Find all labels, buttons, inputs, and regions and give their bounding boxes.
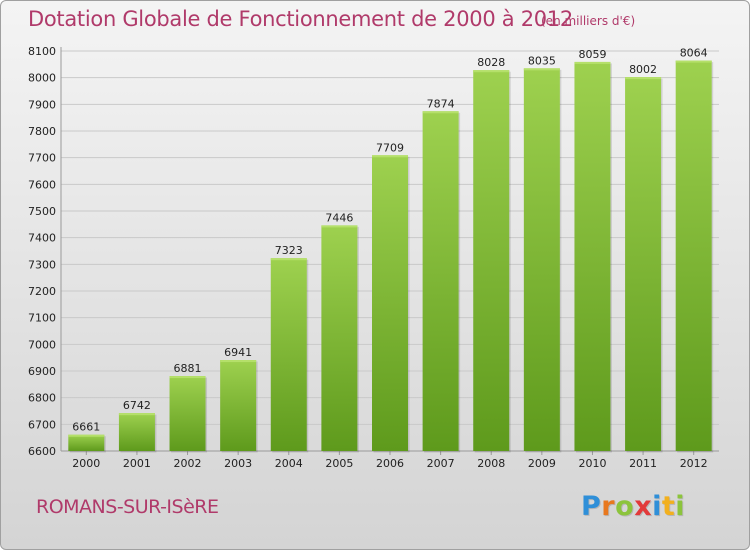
y-tick-label: 8100 <box>28 45 56 58</box>
bar-value-label: 7709 <box>376 141 404 154</box>
bar-highlight <box>574 61 611 64</box>
bar-2010[interactable] <box>574 61 611 451</box>
x-tick-label: 2010 <box>578 457 606 470</box>
x-tick-label: 2005 <box>325 457 353 470</box>
x-tick-label: 2011 <box>629 457 657 470</box>
x-tick-label: 2002 <box>174 457 202 470</box>
bar-value-label: 7446 <box>325 211 353 224</box>
bar-2009[interactable] <box>523 68 560 451</box>
y-tick-label: 7800 <box>28 125 56 138</box>
x-tick-label: 2008 <box>477 457 505 470</box>
y-tick-label: 7000 <box>28 338 56 351</box>
bar-highlight <box>625 77 662 80</box>
x-tick-label: 2012 <box>680 457 708 470</box>
y-tick-label: 7100 <box>28 312 56 325</box>
x-tick-label: 2001 <box>123 457 151 470</box>
bar-highlight <box>422 111 459 114</box>
brand-letter: x <box>634 491 653 522</box>
bar-highlight <box>523 68 560 71</box>
y-tick-label: 7400 <box>28 232 56 245</box>
brand-letter: P <box>581 491 602 522</box>
y-tick-label: 7300 <box>28 258 56 271</box>
brand-letter: t <box>661 491 676 522</box>
brand-letter: o <box>615 491 635 522</box>
bar-value-label: 6941 <box>224 346 252 359</box>
bar-highlight <box>321 225 358 228</box>
bar-highlight <box>270 258 307 261</box>
bar-2000[interactable] <box>68 434 105 451</box>
brand-letter: i <box>652 491 662 522</box>
x-tick-label: 2003 <box>224 457 252 470</box>
bar-2002[interactable] <box>169 376 206 451</box>
y-tick-label: 7900 <box>28 98 56 111</box>
commune-name: ROMANS-SUR-ISèRE <box>36 496 219 518</box>
bar-highlight <box>169 376 206 379</box>
bar-2006[interactable] <box>372 155 408 451</box>
bar-2001[interactable] <box>118 413 155 451</box>
x-tick-label: 2004 <box>275 457 303 470</box>
chart-title: Dotation Globale de Fonctionnement de 20… <box>28 7 573 31</box>
bars <box>68 60 714 453</box>
y-tick-label: 6600 <box>28 445 56 458</box>
y-tick-label: 7700 <box>28 152 56 165</box>
x-tick-label: 2009 <box>528 457 556 470</box>
bar-2007[interactable] <box>422 111 459 452</box>
bar-value-label: 6742 <box>123 399 151 412</box>
y-tick-label: 6700 <box>28 418 56 431</box>
x-tick-label: 2000 <box>72 457 100 470</box>
bar-value-label: 8064 <box>680 47 708 60</box>
bar-2004[interactable] <box>270 258 307 451</box>
bar-value-label: 8059 <box>578 48 606 61</box>
y-tick-label: 8000 <box>28 72 56 85</box>
brand-letter: i <box>675 491 686 522</box>
bar-value-label: 6661 <box>72 421 100 434</box>
labels: 6600 6700 6800 6900 7000 7100 7200 7300 7400 7500… <box>28 45 708 470</box>
bar-highlight <box>372 155 408 158</box>
bar-2008[interactable] <box>473 70 510 451</box>
y-tick-label: 6800 <box>28 392 56 405</box>
bar-value-label: 8002 <box>629 63 657 76</box>
y-tick-label: 7200 <box>28 285 56 298</box>
y-tick-label: 7600 <box>28 178 56 191</box>
x-tick-label: 2007 <box>427 457 455 470</box>
bar-value-label: 6881 <box>174 362 202 375</box>
brand-logo[interactable]: Proxiti <box>581 491 685 522</box>
bar-2003[interactable] <box>220 360 257 451</box>
bar-value-label: 8035 <box>528 54 556 67</box>
bar-2011[interactable] <box>625 77 662 451</box>
y-tick-label: 6900 <box>28 365 56 378</box>
bar-2012[interactable] <box>675 60 712 451</box>
bar-highlight <box>675 60 712 63</box>
x-tick-label: 2006 <box>376 457 404 470</box>
bar-highlight <box>68 434 105 437</box>
bar-value-label: 7323 <box>275 244 303 257</box>
brand-letter: r <box>601 491 616 522</box>
bar-highlight <box>118 413 155 416</box>
bar-value-label: 7874 <box>427 97 455 110</box>
bar-value-label: 8028 <box>477 56 505 69</box>
chart-unit-note: (en milliers d'€) <box>541 14 636 28</box>
y-tick-label: 7500 <box>28 205 56 218</box>
bar-2005[interactable] <box>321 225 358 451</box>
bar-highlight <box>473 70 510 73</box>
bar-highlight <box>220 360 257 363</box>
